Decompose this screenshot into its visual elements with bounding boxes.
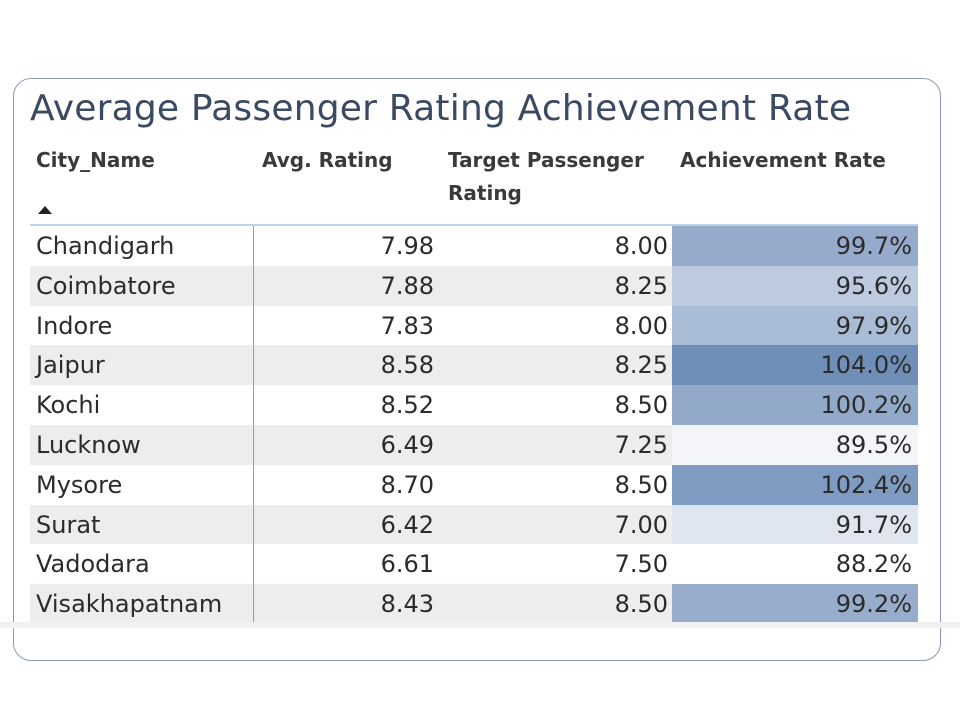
target-rating-cell: 7.50 xyxy=(614,550,668,579)
table-row[interactable]: Vadodara 6.61 7.50 88.2% xyxy=(30,544,918,585)
column-header-city-name[interactable]: City_Name xyxy=(36,148,155,172)
city-name-cell: Mysore xyxy=(30,464,254,505)
target-rating-cell: 8.00 xyxy=(614,311,668,340)
sort-ascending-icon xyxy=(38,206,52,214)
column-header-target-passenger-rating[interactable]: Target Passenger Rating xyxy=(448,148,644,205)
achievement-rate-cell: 95.6% xyxy=(672,265,918,306)
target-rating-cell: 8.25 xyxy=(614,351,668,380)
target-rating-cell: 8.50 xyxy=(614,470,668,499)
table-row[interactable]: Coimbatore 7.88 8.25 95.6% xyxy=(30,265,918,306)
table-row[interactable]: Jaipur 8.58 8.25 104.0% xyxy=(30,345,918,386)
table-header: City_Name Avg. Rating Target Passenger R… xyxy=(30,142,918,226)
avg-rating-cell: 7.83 xyxy=(380,311,434,340)
city-name-cell: Kochi xyxy=(30,385,254,425)
table-row[interactable]: Indore 7.83 8.00 97.9% xyxy=(30,305,918,346)
city-name-cell: Vadodara xyxy=(30,544,254,585)
city-name-cell: Visakhapatnam xyxy=(30,584,254,624)
city-name-cell: Lucknow xyxy=(30,424,254,465)
city-name-cell: Surat xyxy=(30,504,254,545)
avg-rating-cell: 7.88 xyxy=(380,271,434,300)
column-header-avg-rating[interactable]: Avg. Rating xyxy=(262,148,393,172)
achievement-rate-cell: 102.4% xyxy=(672,464,918,505)
avg-rating-cell: 6.49 xyxy=(380,430,434,459)
avg-rating-cell: 6.61 xyxy=(380,550,434,579)
target-rating-cell: 7.00 xyxy=(614,510,668,539)
avg-rating-cell: 8.70 xyxy=(380,470,434,499)
table-row[interactable]: Mysore 8.70 8.50 102.4% xyxy=(30,464,918,505)
table-row[interactable]: Lucknow 6.49 7.25 89.5% xyxy=(30,424,918,465)
target-rating-cell: 7.25 xyxy=(614,430,668,459)
achievement-rate-cell: 91.7% xyxy=(672,504,918,545)
achievement-rate-cell: 88.2% xyxy=(672,544,918,585)
table-row[interactable]: Visakhapatnam 8.43 8.50 99.2% xyxy=(30,584,918,624)
horizontal-scrollbar-track[interactable] xyxy=(0,622,960,628)
avg-rating-cell: 8.43 xyxy=(380,590,434,619)
achievement-rate-cell: 100.2% xyxy=(672,385,918,425)
target-rating-cell: 8.50 xyxy=(614,590,668,619)
table-row[interactable]: Chandigarh 7.98 8.00 99.7% xyxy=(30,226,918,266)
achievement-rate-cell: 97.9% xyxy=(672,305,918,346)
achievement-rate-cell: 99.2% xyxy=(672,584,918,624)
city-name-cell: Chandigarh xyxy=(30,226,254,266)
table-row[interactable]: Surat 6.42 7.00 91.7% xyxy=(30,504,918,545)
achievement-rate-cell: 104.0% xyxy=(672,345,918,386)
target-rating-cell: 8.50 xyxy=(614,391,668,420)
target-rating-cell: 8.25 xyxy=(614,271,668,300)
city-name-cell: Indore xyxy=(30,305,254,346)
avg-rating-cell: 8.52 xyxy=(380,391,434,420)
table-body: Chandigarh 7.98 8.00 99.7% Coimbatore 7.88 8.2… xyxy=(30,226,918,624)
achievement-rate-cell: 89.5% xyxy=(672,424,918,465)
column-header-achievement-rate[interactable]: Achievement Rate xyxy=(680,148,886,172)
city-name-cell: Jaipur xyxy=(30,345,254,386)
visual-title: Average Passenger Rating Achievement Rat… xyxy=(30,88,852,129)
city-name-cell: Coimbatore xyxy=(30,265,254,306)
table-row[interactable]: Kochi 8.52 8.50 100.2% xyxy=(30,385,918,425)
avg-rating-cell: 8.58 xyxy=(380,351,434,380)
target-rating-cell: 8.00 xyxy=(614,232,668,260)
avg-rating-cell: 7.98 xyxy=(380,232,434,260)
achievement-rate-cell: 99.7% xyxy=(672,226,918,266)
avg-rating-cell: 6.42 xyxy=(380,510,434,539)
